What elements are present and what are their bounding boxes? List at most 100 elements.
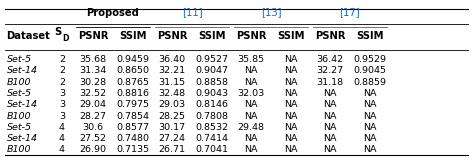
Text: 30.17: 30.17 (159, 123, 186, 132)
Text: D: D (63, 34, 69, 43)
Text: 0.8765: 0.8765 (116, 78, 149, 87)
Text: 32.52: 32.52 (80, 89, 107, 98)
Text: NA: NA (363, 134, 376, 143)
Text: NA: NA (245, 112, 258, 121)
Text: SSIM: SSIM (356, 31, 383, 41)
Text: 4: 4 (59, 145, 65, 154)
Text: 28.27: 28.27 (80, 112, 107, 121)
Text: NA: NA (323, 112, 337, 121)
Text: NA: NA (323, 123, 337, 132)
Text: 2: 2 (59, 78, 65, 87)
Text: 0.9047: 0.9047 (195, 66, 228, 75)
Text: 0.9529: 0.9529 (353, 55, 386, 64)
Text: PSNR: PSNR (315, 31, 346, 41)
Text: 0.8859: 0.8859 (353, 78, 386, 87)
Text: Set-14: Set-14 (7, 66, 37, 75)
Text: 27.24: 27.24 (159, 134, 186, 143)
Text: 29.48: 29.48 (237, 123, 264, 132)
Text: NA: NA (363, 112, 376, 121)
Text: PSNR: PSNR (236, 31, 266, 41)
Text: [11]: [11] (182, 8, 202, 18)
Text: Set-5: Set-5 (7, 89, 32, 98)
Text: 0.9045: 0.9045 (353, 66, 386, 75)
Text: SSIM: SSIM (277, 31, 304, 41)
Text: 32.21: 32.21 (159, 66, 186, 75)
Text: 0.8532: 0.8532 (195, 123, 228, 132)
Text: 0.9527: 0.9527 (195, 55, 228, 64)
Text: NA: NA (323, 89, 337, 98)
Text: NA: NA (245, 78, 258, 87)
Text: 0.7041: 0.7041 (195, 145, 228, 154)
Text: [17]: [17] (339, 8, 360, 18)
Text: 26.90: 26.90 (80, 145, 107, 154)
Text: 0.7480: 0.7480 (116, 134, 149, 143)
Text: NA: NA (323, 100, 337, 109)
Text: 0.7414: 0.7414 (195, 134, 228, 143)
Text: NA: NA (284, 112, 297, 121)
Text: 4: 4 (59, 134, 65, 143)
Text: Set-5: Set-5 (7, 123, 32, 132)
Text: 35.68: 35.68 (80, 55, 107, 64)
Text: SSIM: SSIM (198, 31, 226, 41)
Text: B100: B100 (7, 145, 31, 154)
Text: NA: NA (284, 123, 297, 132)
Text: 31.18: 31.18 (317, 78, 344, 87)
Text: NA: NA (284, 66, 297, 75)
Text: 27.52: 27.52 (80, 134, 107, 143)
Text: PSNR: PSNR (157, 31, 187, 41)
Text: NA: NA (284, 78, 297, 87)
Text: 3: 3 (59, 100, 65, 109)
Text: Dataset: Dataset (7, 31, 50, 41)
Text: 0.7975: 0.7975 (116, 100, 149, 109)
Text: 31.15: 31.15 (159, 78, 186, 87)
Text: 32.03: 32.03 (237, 89, 265, 98)
Text: NA: NA (323, 134, 337, 143)
Text: NA: NA (245, 66, 258, 75)
Text: 0.7854: 0.7854 (116, 112, 149, 121)
Text: Set-5: Set-5 (7, 55, 32, 64)
Text: NA: NA (245, 145, 258, 154)
Text: NA: NA (363, 145, 376, 154)
Text: Set-14: Set-14 (7, 134, 37, 143)
Text: 32.48: 32.48 (159, 89, 186, 98)
Text: 26.71: 26.71 (159, 145, 186, 154)
Text: 0.7135: 0.7135 (116, 145, 149, 154)
Text: 3: 3 (59, 89, 65, 98)
Text: NA: NA (323, 145, 337, 154)
Text: 32.27: 32.27 (317, 66, 344, 75)
Text: S: S (55, 27, 62, 37)
Text: 29.04: 29.04 (80, 100, 107, 109)
Text: NA: NA (284, 134, 297, 143)
Text: PSNR: PSNR (78, 31, 109, 41)
Text: 2: 2 (59, 66, 65, 75)
Text: [13]: [13] (261, 8, 281, 18)
Text: B100: B100 (7, 78, 31, 87)
Text: 30.6: 30.6 (82, 123, 104, 132)
Text: B100: B100 (7, 112, 31, 121)
Text: 0.8146: 0.8146 (195, 100, 228, 109)
Text: NA: NA (363, 123, 376, 132)
Text: 30.28: 30.28 (80, 78, 107, 87)
Text: NA: NA (363, 100, 376, 109)
Text: 3: 3 (59, 112, 65, 121)
Text: 36.42: 36.42 (317, 55, 344, 64)
Text: 29.03: 29.03 (159, 100, 186, 109)
Text: SSIM: SSIM (119, 31, 146, 41)
Text: 0.8577: 0.8577 (116, 123, 149, 132)
Text: 0.8858: 0.8858 (195, 78, 228, 87)
Text: 31.34: 31.34 (80, 66, 107, 75)
Text: NA: NA (284, 100, 297, 109)
Text: 0.8816: 0.8816 (116, 89, 149, 98)
Text: Set-14: Set-14 (7, 100, 37, 109)
Text: NA: NA (245, 134, 258, 143)
Text: 0.9043: 0.9043 (195, 89, 228, 98)
Text: NA: NA (284, 89, 297, 98)
Text: NA: NA (284, 145, 297, 154)
Text: 2: 2 (59, 55, 65, 64)
Text: 36.40: 36.40 (159, 55, 186, 64)
Text: 28.25: 28.25 (159, 112, 186, 121)
Text: 4: 4 (59, 123, 65, 132)
Text: 35.85: 35.85 (237, 55, 265, 64)
Text: 0.9459: 0.9459 (116, 55, 149, 64)
Text: NA: NA (284, 55, 297, 64)
